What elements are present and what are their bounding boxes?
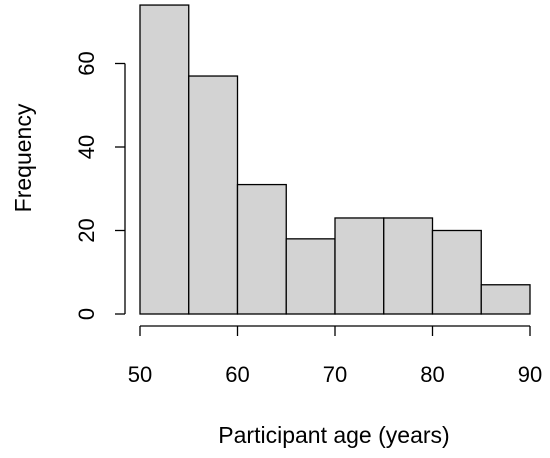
histogram-bar-3 bbox=[285, 238, 336, 315]
histogram-bars bbox=[139, 4, 531, 315]
histogram-bar-4 bbox=[334, 217, 385, 315]
x-tick-label-90: 90 bbox=[518, 362, 542, 387]
x-axis: 50 60 70 80 90 bbox=[128, 325, 542, 387]
y-tick-label-20: 20 bbox=[74, 218, 99, 242]
x-tick-label-70: 70 bbox=[323, 362, 347, 387]
y-axis: 0 20 40 60 bbox=[74, 51, 126, 320]
histogram-bar-7 bbox=[480, 284, 531, 315]
y-tick-label-60: 60 bbox=[74, 51, 99, 75]
x-tick-label-80: 80 bbox=[420, 362, 444, 387]
histogram-bar-1 bbox=[188, 75, 239, 315]
x-axis-label: Participant age (years) bbox=[218, 422, 449, 448]
histogram-bar-5 bbox=[383, 217, 434, 315]
y-tick-label-40: 40 bbox=[74, 135, 99, 159]
histogram-bar-6 bbox=[431, 229, 482, 315]
x-tick-label-50: 50 bbox=[128, 362, 152, 387]
y-axis-label: Frequency bbox=[10, 103, 36, 212]
y-tick-label-0: 0 bbox=[74, 308, 99, 320]
histogram-bar-2 bbox=[236, 183, 287, 315]
histogram-bar-0 bbox=[139, 4, 190, 315]
x-tick-label-60: 60 bbox=[225, 362, 249, 387]
